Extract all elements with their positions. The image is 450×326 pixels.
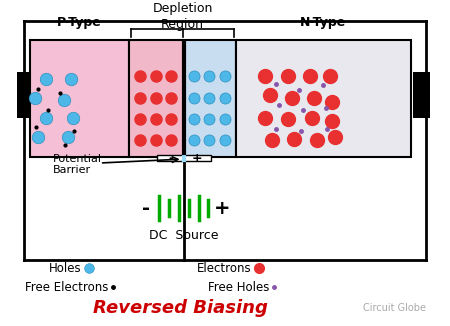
Text: -: - xyxy=(142,199,150,218)
Text: Free Electrons: Free Electrons xyxy=(25,281,109,294)
Text: Electrons: Electrons xyxy=(197,261,252,274)
Bar xyxy=(184,40,236,156)
Bar xyxy=(236,40,410,156)
Text: Free Holes: Free Holes xyxy=(208,281,270,294)
Text: P-Type: P-Type xyxy=(57,16,102,29)
Bar xyxy=(157,155,211,161)
Text: Depletion
Region: Depletion Region xyxy=(153,2,213,31)
Bar xyxy=(17,72,34,118)
Text: +: + xyxy=(214,199,230,218)
Text: N-Type: N-Type xyxy=(300,16,346,29)
Text: Reversed Biasing: Reversed Biasing xyxy=(93,300,268,318)
Text: Holes: Holes xyxy=(49,261,82,274)
Bar xyxy=(129,40,184,156)
Text: Potential
Barrier: Potential Barrier xyxy=(53,154,102,175)
Bar xyxy=(31,40,129,156)
Text: -: - xyxy=(168,152,173,165)
Bar xyxy=(129,40,236,156)
Text: Circuit Globe: Circuit Globe xyxy=(363,304,426,314)
Text: DC  Source: DC Source xyxy=(149,229,219,242)
Bar xyxy=(413,72,430,118)
Text: +: + xyxy=(192,152,202,165)
